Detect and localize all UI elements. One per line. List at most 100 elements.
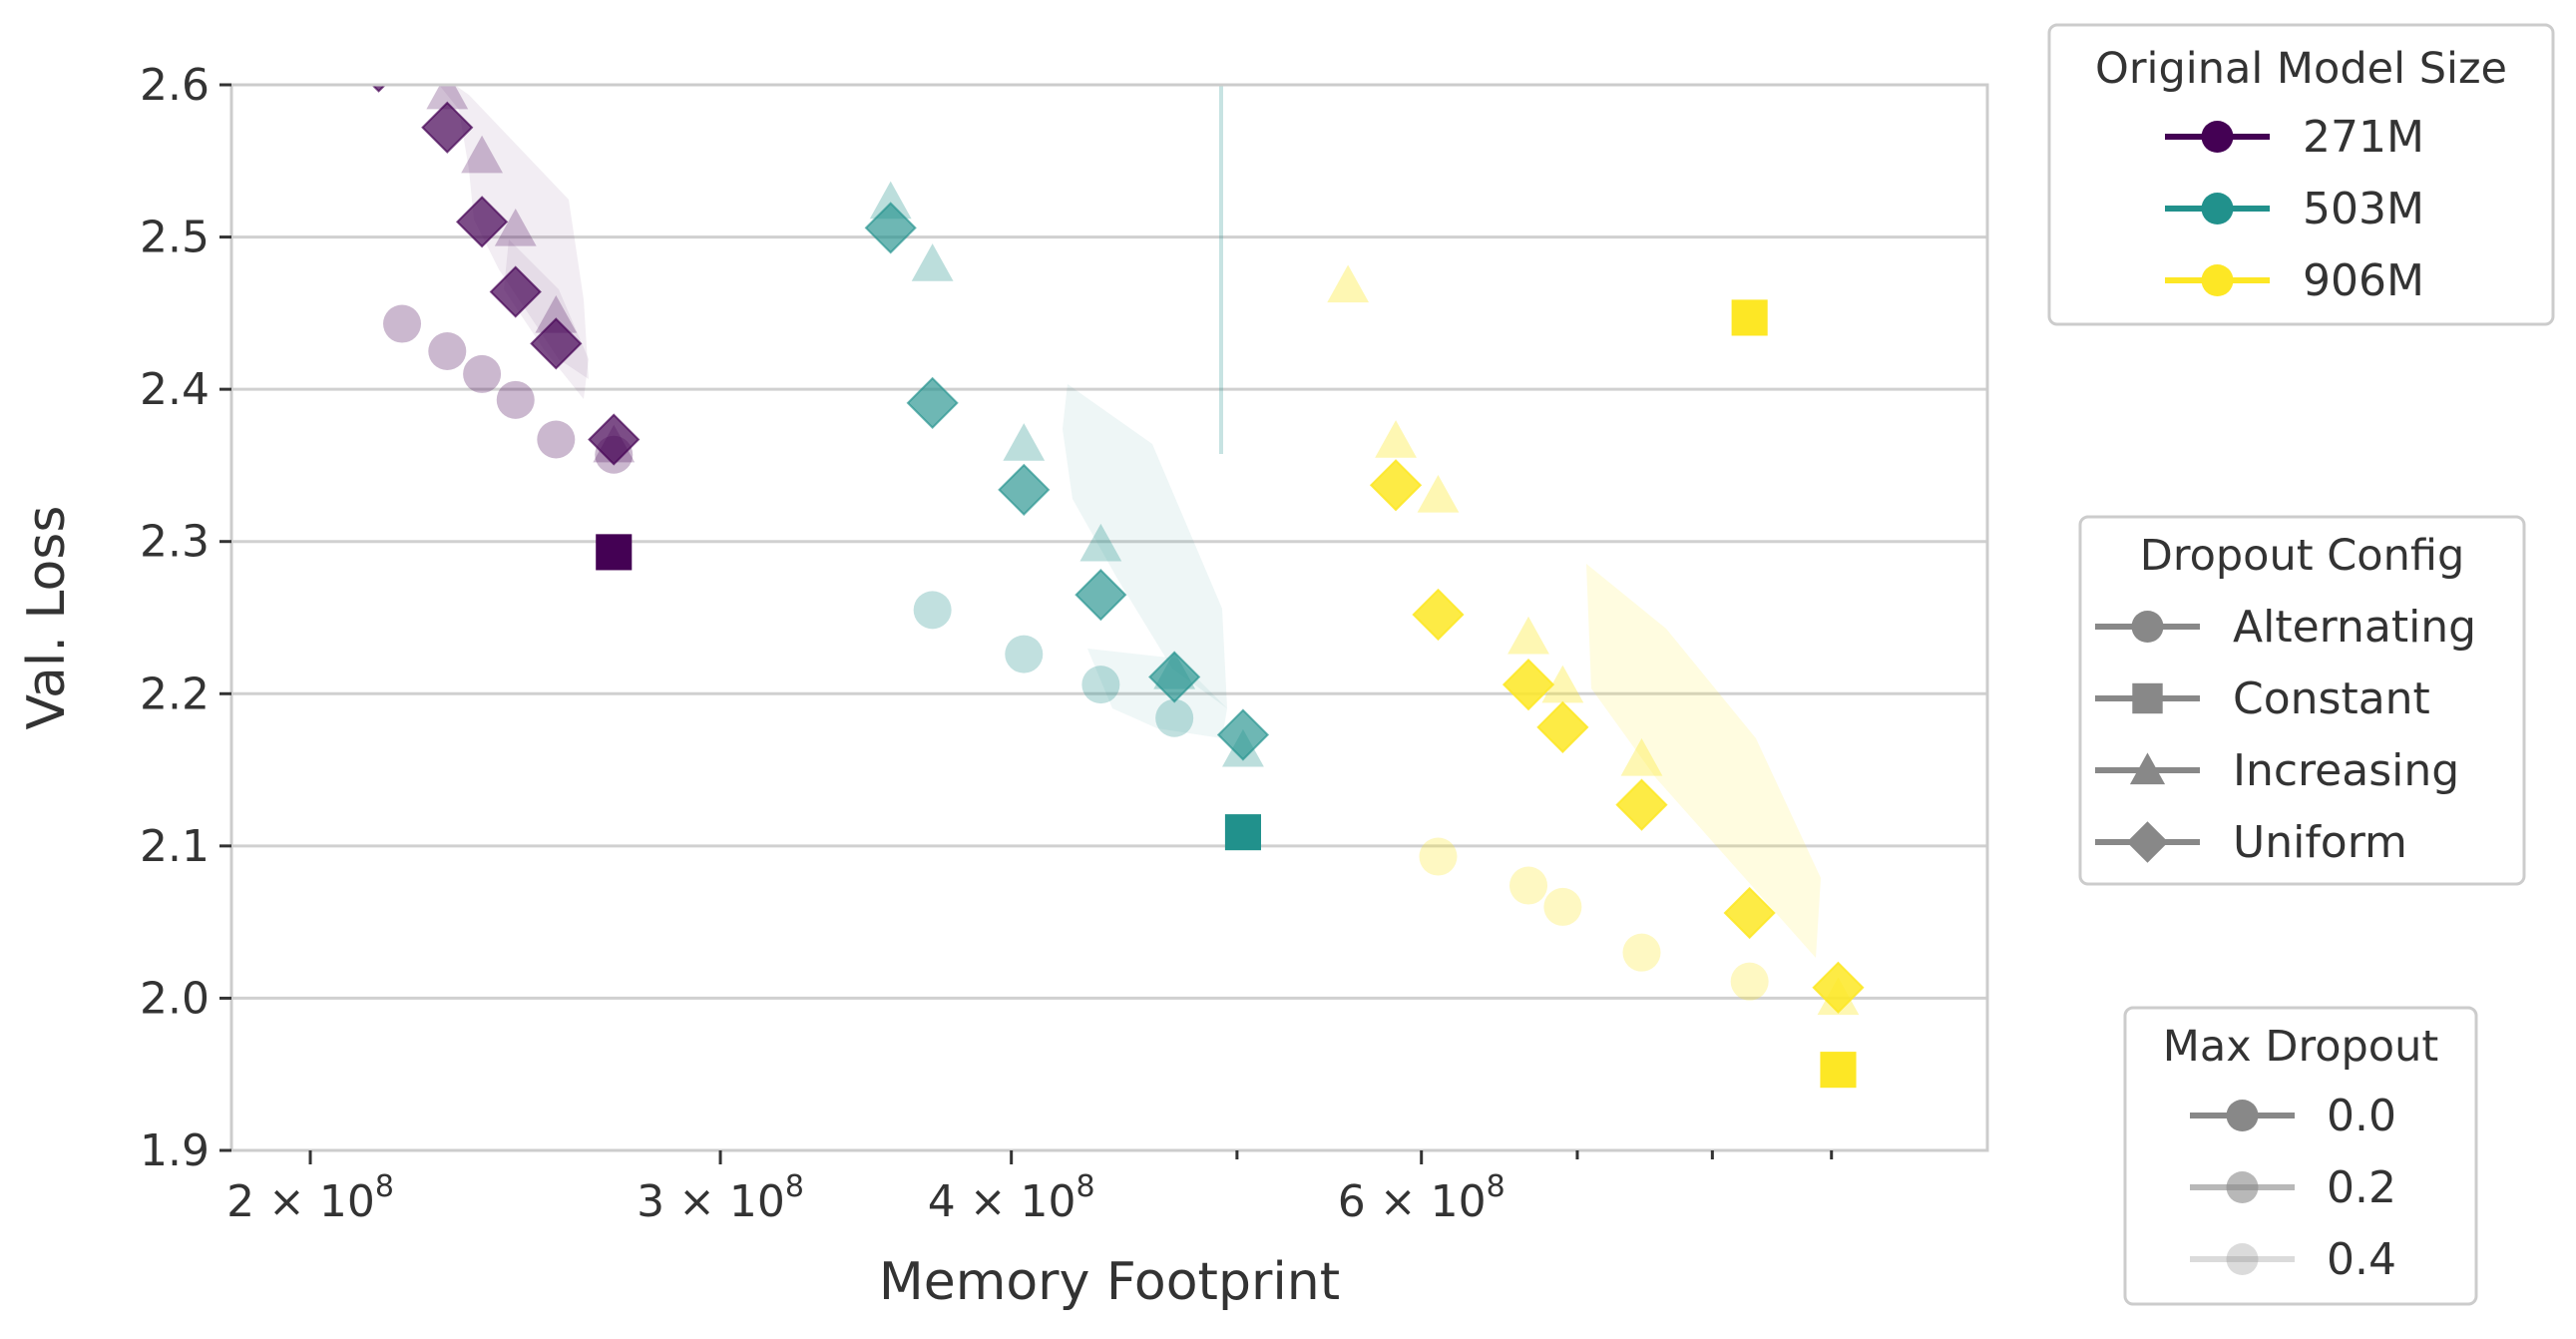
y-tick-label: 2.0 [140, 973, 210, 1024]
point-906m-increasing [1417, 475, 1460, 513]
legend-marker-circle [2201, 121, 2234, 153]
legends: Original Model Size 271M 503M 906M Dropout C… [2047, 23, 2555, 1306]
y-tick-label: 2.1 [140, 821, 210, 872]
point-906m-increasing [1327, 264, 1370, 303]
point-503m-uniform [906, 376, 959, 429]
point-271m-uniform [588, 413, 641, 466]
point-906m-uniform [1369, 459, 1423, 512]
point-271m-increasing [461, 135, 504, 174]
point-906m-constant [1820, 1052, 1857, 1089]
point-271m-alternating [537, 420, 576, 459]
point-503m-uniform [1216, 708, 1270, 761]
legend-label: Uniform [2233, 817, 2407, 868]
point-271m-uniform [489, 265, 542, 318]
legend-label: Constant [2233, 673, 2430, 724]
point-503m-uniform [864, 202, 917, 254]
point-271m-alternating [496, 380, 535, 419]
point-906m-alternating [1543, 887, 1582, 926]
point-271m-increasing [358, 46, 400, 84]
band-503m-mid [1063, 384, 1227, 708]
y-axis-ticks: 1.9 2.0 2.1 2.2 2.3 2.4 2.5 2.6 [140, 60, 231, 1176]
point-503m-uniform [1148, 651, 1201, 703]
point-271m-alternating [428, 332, 467, 370]
point-906m-increasing [1541, 665, 1584, 703]
point-906m-uniform [1412, 588, 1465, 642]
legend-marker-circle [2226, 1243, 2259, 1275]
point-271m-increasing [535, 295, 578, 333]
point-503m-uniform [1074, 569, 1127, 622]
legend-title: Original Model Size [2095, 44, 2507, 94]
point-271m-uniform [530, 317, 583, 370]
y-tick-label: 2.4 [140, 364, 210, 415]
point-503m-uniform [998, 463, 1051, 516]
y-axis-title: Val. Loss [17, 506, 77, 730]
x-tick-label: 3 × 108 [637, 1169, 804, 1227]
point-271m-constant [596, 534, 633, 571]
data-marks [358, 46, 1865, 1089]
y-tick-label: 2.2 [140, 669, 210, 719]
legend-marker-circle [2201, 193, 2234, 224]
y-tick-label: 2.5 [140, 213, 210, 263]
legend-label: 0.0 [2327, 1091, 2396, 1141]
legend-label: 271M [2303, 112, 2424, 163]
legend-marker-triangle [2129, 752, 2166, 785]
point-906m-uniform [1723, 886, 1776, 940]
point-503m-increasing [869, 181, 912, 220]
point-503m-alternating [1005, 635, 1044, 673]
legend-box [2123, 1006, 2478, 1306]
legend-marker-circle [2201, 264, 2234, 296]
point-503m-constant [1224, 814, 1262, 851]
point-906m-uniform [1615, 778, 1668, 831]
point-503m-alternating [1155, 698, 1194, 737]
point-503m-alternating [913, 591, 952, 630]
legend-label: Alternating [2233, 602, 2476, 653]
x-axis-ticks: 2 × 108 3 × 108 4 × 108 6 × 108 [226, 1150, 1834, 1227]
point-503m-increasing [1003, 423, 1046, 461]
legend-box [2047, 23, 2555, 326]
x-tick-label: 4 × 108 [928, 1169, 1095, 1227]
x-tick-label: 6 × 108 [1338, 1169, 1505, 1227]
legend-marker-square [2132, 682, 2163, 714]
point-906m-uniform [1536, 700, 1589, 753]
point-906m-alternating [1730, 962, 1769, 1001]
band-271m-upper [439, 85, 589, 379]
legend-label: 0.2 [2327, 1162, 2396, 1213]
legend-label: 0.4 [2327, 1234, 2396, 1285]
point-503m-increasing [1079, 523, 1122, 562]
band-906m [1586, 564, 1821, 958]
x-tick-label: 2 × 108 [226, 1169, 394, 1227]
legend-label: 906M [2303, 255, 2424, 306]
plot-frame [229, 83, 1989, 1152]
legend-label: 503M [2303, 184, 2424, 234]
point-906m-increasing [1620, 737, 1663, 776]
point-271m-uniform [455, 196, 509, 248]
legend-marker-circle [2226, 1100, 2259, 1131]
point-271m-increasing [426, 85, 469, 110]
legend-1: Original Model Size 271M 503M 906M [2047, 23, 2555, 326]
legend-box [2078, 515, 2526, 886]
point-503m-alternating [1081, 666, 1120, 704]
point-503m-increasing [911, 243, 954, 281]
legend-marker-circle [2131, 611, 2164, 643]
point-906m-uniform [1502, 659, 1555, 711]
point-271m-increasing [494, 209, 537, 246]
x-axis-title: Memory Footprint [879, 1252, 1340, 1312]
point-906m-constant [1731, 299, 1768, 336]
legend-title: Dropout Config [2140, 531, 2465, 581]
point-906m-alternating [1622, 933, 1661, 972]
point-906m-increasing [1375, 420, 1417, 458]
legend-3: Max Dropout 0.0 0.2 0.4 [2123, 1006, 2478, 1306]
y-tick-label: 1.9 [140, 1125, 210, 1176]
point-271m-alternating [383, 304, 422, 343]
point-906m-uniform [1812, 961, 1865, 1014]
point-271m-uniform [370, 85, 387, 93]
legend-2: Dropout Config Alternating Constant Increas… [2078, 515, 2526, 886]
legend-title: Max Dropout [2163, 1022, 2438, 1072]
point-906m-alternating [1509, 866, 1548, 905]
legend-marker-circle [2226, 1171, 2259, 1203]
point-271m-uniform [421, 101, 474, 154]
legend-label: Increasing [2233, 745, 2459, 796]
point-271m-alternating [463, 354, 502, 393]
band-503m-low [1087, 649, 1227, 738]
